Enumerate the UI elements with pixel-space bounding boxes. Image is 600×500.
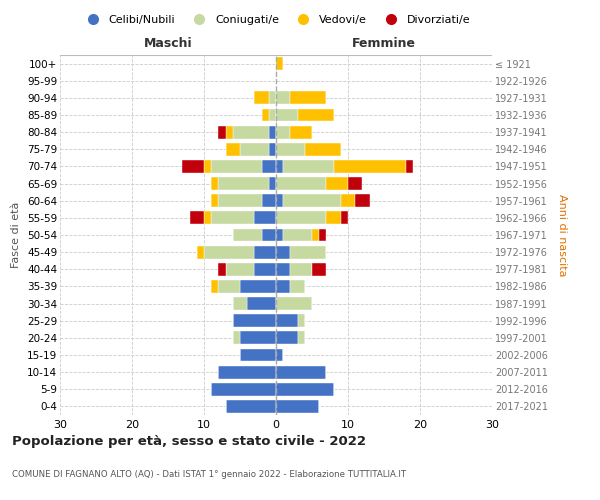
Bar — [341, 194, 355, 207]
Bar — [276, 366, 326, 378]
Bar — [218, 263, 226, 276]
Bar — [312, 228, 319, 241]
Bar — [305, 143, 341, 156]
Bar — [204, 160, 211, 173]
Bar — [276, 212, 326, 224]
Text: Popolazione per età, sesso e stato civile - 2022: Popolazione per età, sesso e stato civil… — [12, 435, 366, 448]
Bar — [233, 228, 262, 241]
Bar — [276, 297, 312, 310]
Text: COMUNE DI FAGNANO ALTO (AQ) - Dati ISTAT 1° gennaio 2022 - Elaborazione TUTTITAL: COMUNE DI FAGNANO ALTO (AQ) - Dati ISTAT… — [12, 470, 406, 479]
Bar — [211, 160, 262, 173]
Bar — [218, 177, 269, 190]
Bar — [298, 314, 305, 327]
Bar — [254, 263, 276, 276]
Bar — [290, 126, 312, 138]
Bar — [276, 314, 298, 327]
Bar — [226, 126, 233, 138]
Bar — [319, 228, 326, 241]
Bar — [290, 280, 305, 293]
Bar — [276, 332, 298, 344]
Bar — [269, 108, 276, 122]
Y-axis label: Anni di nascita: Anni di nascita — [557, 194, 567, 276]
Bar — [190, 212, 204, 224]
Bar — [204, 212, 211, 224]
Bar — [262, 194, 276, 207]
Bar — [218, 194, 262, 207]
Bar — [211, 383, 276, 396]
Bar — [348, 177, 362, 190]
Bar — [276, 177, 326, 190]
Bar — [197, 246, 204, 258]
Bar — [262, 228, 276, 241]
Bar — [240, 280, 276, 293]
Bar — [276, 126, 290, 138]
Bar — [233, 126, 269, 138]
Bar — [276, 108, 298, 122]
Bar — [254, 92, 269, 104]
Bar — [341, 212, 348, 224]
Bar — [240, 348, 276, 362]
Bar — [298, 108, 334, 122]
Bar — [211, 212, 254, 224]
Bar — [406, 160, 413, 173]
Bar — [218, 126, 226, 138]
Bar — [262, 108, 269, 122]
Bar — [233, 297, 247, 310]
Y-axis label: Fasce di età: Fasce di età — [11, 202, 22, 268]
Bar — [276, 383, 334, 396]
Bar — [254, 246, 276, 258]
Bar — [276, 348, 283, 362]
Bar — [226, 400, 276, 413]
Bar — [240, 143, 269, 156]
Bar — [226, 143, 240, 156]
Bar — [218, 366, 276, 378]
Bar — [298, 332, 305, 344]
Bar — [283, 228, 312, 241]
Bar — [269, 92, 276, 104]
Bar — [276, 143, 305, 156]
Bar — [312, 263, 326, 276]
Bar — [211, 177, 218, 190]
Bar — [211, 194, 218, 207]
Bar — [226, 263, 254, 276]
Bar — [269, 143, 276, 156]
Bar — [182, 160, 204, 173]
Bar — [269, 177, 276, 190]
Bar — [233, 314, 276, 327]
Legend: Celibi/Nubili, Coniugati/e, Vedovi/e, Divorziati/e: Celibi/Nubili, Coniugati/e, Vedovi/e, Di… — [77, 10, 475, 29]
Bar — [276, 57, 283, 70]
Bar — [326, 177, 348, 190]
Bar — [233, 332, 240, 344]
Bar — [276, 280, 290, 293]
Bar — [211, 280, 218, 293]
Bar — [334, 160, 406, 173]
Bar — [276, 400, 319, 413]
Bar — [283, 194, 341, 207]
Bar — [355, 194, 370, 207]
Bar — [204, 246, 254, 258]
Bar — [247, 297, 276, 310]
Bar — [240, 332, 276, 344]
Text: Maschi: Maschi — [143, 37, 193, 50]
Bar — [262, 160, 276, 173]
Text: Femmine: Femmine — [352, 37, 416, 50]
Bar — [269, 126, 276, 138]
Bar — [218, 280, 240, 293]
Bar — [276, 92, 290, 104]
Bar — [276, 228, 283, 241]
Bar — [283, 160, 334, 173]
Bar — [290, 92, 326, 104]
Bar — [276, 194, 283, 207]
Bar — [290, 263, 312, 276]
Bar — [276, 246, 290, 258]
Bar — [290, 246, 326, 258]
Bar — [276, 263, 290, 276]
Bar — [276, 160, 283, 173]
Bar — [254, 212, 276, 224]
Bar — [326, 212, 341, 224]
